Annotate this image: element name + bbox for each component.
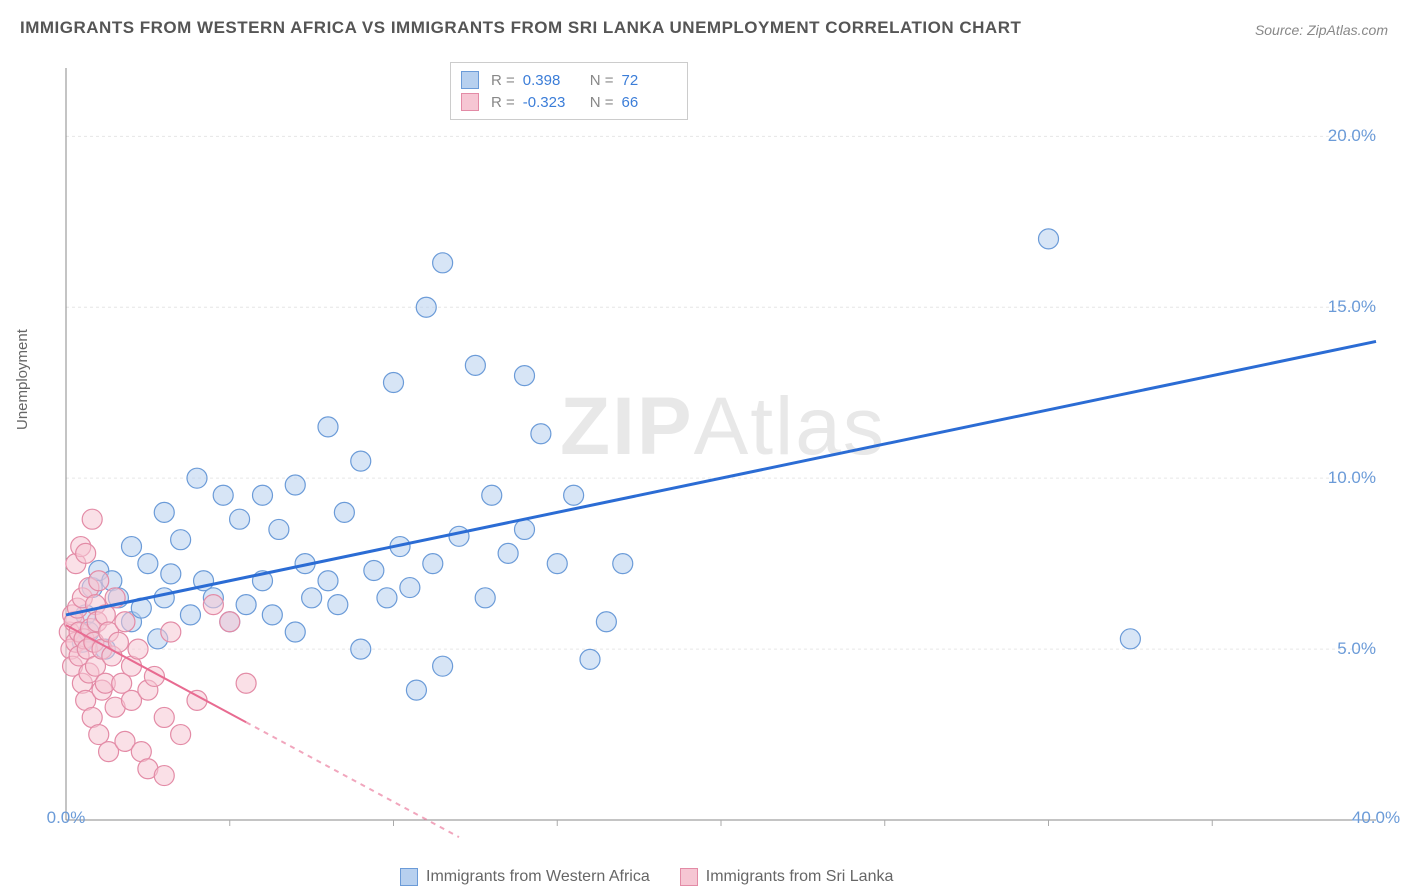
x-tick-label: 0.0% — [47, 808, 86, 828]
legend-swatch-2 — [461, 93, 479, 111]
x-tick-label: 40.0% — [1352, 808, 1400, 828]
series-legend: Immigrants from Western Africa Immigrant… — [400, 868, 893, 886]
legend-label-sl: Immigrants from Sri Lanka — [706, 868, 894, 886]
n-label-2: N = — [590, 94, 614, 111]
r-value-1: 0.398 — [523, 72, 578, 89]
legend-label-wa: Immigrants from Western Africa — [426, 868, 650, 886]
n-value-2: 66 — [622, 94, 677, 111]
legend-item-sri-lanka: Immigrants from Sri Lanka — [680, 868, 894, 886]
r-label-1: R = — [491, 72, 515, 89]
y-tick-label: 10.0% — [1328, 468, 1376, 488]
source-attribution: Source: ZipAtlas.com — [1255, 22, 1388, 38]
source-link[interactable]: ZipAtlas.com — [1307, 22, 1388, 38]
legend-swatch-wa — [400, 868, 418, 886]
n-label-1: N = — [590, 72, 614, 89]
chart-title: IMMIGRANTS FROM WESTERN AFRICA VS IMMIGR… — [20, 18, 1021, 38]
y-tick-label: 20.0% — [1328, 126, 1376, 146]
scatter-chart-svg — [56, 60, 1386, 850]
r-label-2: R = — [491, 94, 515, 111]
y-axis-label: Unemployment — [14, 329, 31, 430]
y-tick-label: 15.0% — [1328, 297, 1376, 317]
legend-item-western-africa: Immigrants from Western Africa — [400, 868, 650, 886]
chart-plot-area: 5.0%10.0%15.0%20.0% 0.0%40.0% — [56, 60, 1386, 850]
source-label: Source: — [1255, 22, 1307, 38]
y-tick-label: 5.0% — [1337, 639, 1376, 659]
correlation-legend: R = 0.398 N = 72 R = -0.323 N = 66 — [450, 62, 688, 120]
legend-swatch-1 — [461, 71, 479, 89]
n-value-1: 72 — [622, 72, 677, 89]
r-value-2: -0.323 — [523, 94, 578, 111]
legend-row-series-1: R = 0.398 N = 72 — [461, 69, 677, 91]
legend-row-series-2: R = -0.323 N = 66 — [461, 91, 677, 113]
legend-swatch-sl — [680, 868, 698, 886]
